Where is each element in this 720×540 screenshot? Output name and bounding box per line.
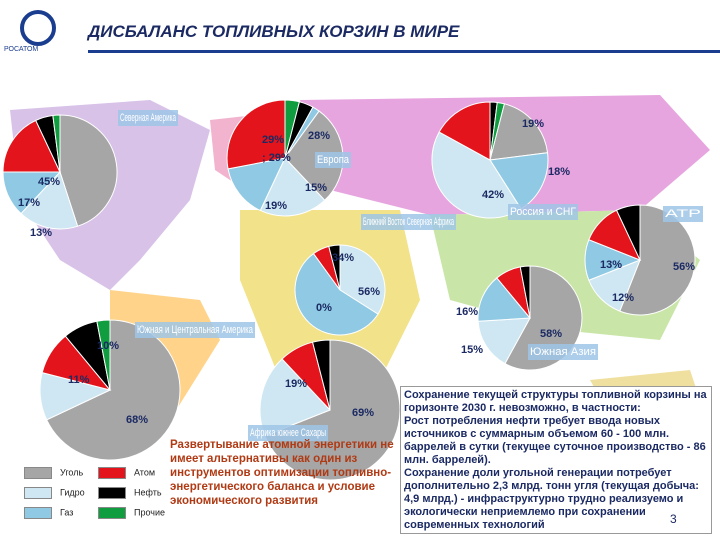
- region-name: Европа: [317, 154, 350, 166]
- paragraph: Сохранение текущей структуры топливной к…: [404, 389, 707, 414]
- pie-slice: [226, 99, 286, 170]
- pie-label: 11%: [68, 374, 90, 386]
- region-name-box: [315, 152, 351, 168]
- pie-label: 15%: [461, 344, 483, 356]
- region-name-box: [361, 214, 456, 230]
- legend-item: Нефть: [98, 487, 162, 499]
- region-name: Южная и Центральная Америка: [137, 324, 254, 336]
- pie-label: 19%: [522, 118, 544, 130]
- pie-label: 19%: [285, 378, 307, 390]
- region-name-box: [248, 425, 328, 441]
- pie-label: 42%: [482, 189, 504, 201]
- pie-label: 12%: [612, 292, 634, 304]
- legend-item: Уголь: [24, 467, 83, 479]
- legend-swatch: [98, 487, 126, 499]
- pie-label: 34%: [332, 252, 354, 264]
- pie-slice: [264, 339, 401, 481]
- pie-label: 19%: [265, 200, 287, 212]
- legend-item: Газ: [24, 507, 73, 519]
- pie-slice: [2, 119, 61, 173]
- pie-slice: [504, 265, 583, 371]
- paragraph: Сохранение доли угольной генерации потре…: [404, 467, 699, 531]
- pie-label: 17%: [18, 197, 40, 209]
- title-rule: [88, 50, 720, 53]
- pie-slice: [477, 317, 531, 365]
- page-number: 3: [670, 512, 677, 526]
- region-name: Африка южнее Сахары: [250, 427, 326, 439]
- region-name: Ближний Восток Северная Африка: [363, 216, 454, 228]
- pie-label: 58%: [540, 328, 562, 340]
- pie-label: 0%: [316, 302, 332, 314]
- pie-label: 13%: [30, 227, 52, 239]
- legend-label: Нефть: [134, 487, 162, 498]
- region-name-box: [663, 206, 703, 222]
- pie-slice: [20, 171, 79, 230]
- center-text: Развертывание атомной энергетики не имее…: [170, 439, 394, 507]
- region-name: Северная Америка: [120, 112, 176, 124]
- pie-label: 28%: [308, 130, 330, 142]
- legend-label: Уголь: [60, 467, 84, 478]
- pie-slice: [615, 204, 641, 261]
- pie-label: 68%: [126, 414, 148, 426]
- region-name-box: [118, 110, 178, 126]
- pie-label: 10%: [97, 340, 119, 352]
- pie-slice: [431, 131, 522, 219]
- legend-label: Гидро: [60, 487, 85, 498]
- region-name-box: [528, 344, 598, 360]
- pie-slice: [259, 157, 326, 217]
- legend-swatch: [98, 507, 126, 519]
- paragraph: Рост потребления нефти требует ввода нов…: [404, 415, 706, 466]
- pie-label: 29%: [262, 134, 284, 146]
- pie-label: 16%: [456, 306, 478, 318]
- pie-slice: [489, 103, 549, 161]
- logo: РОСАТОМ: [4, 46, 39, 53]
- pie-label: 18%: [548, 166, 570, 178]
- legend-item: Атом: [98, 467, 155, 479]
- pie-slice: [59, 114, 118, 227]
- pie-label: 15%: [305, 182, 327, 194]
- right-text: Сохранение текущей структуры топливной к…: [400, 386, 712, 534]
- pie-label: 13%: [600, 259, 622, 271]
- legend-swatch: [24, 467, 52, 479]
- pie-slice: [519, 265, 531, 319]
- legend-label: Атом: [134, 467, 156, 478]
- pie-label: 56%: [358, 286, 380, 298]
- legend-label: Прочие: [134, 507, 166, 518]
- region-name: АТР: [665, 208, 701, 220]
- legend-item: Прочие: [98, 507, 165, 519]
- pie-label: 69%: [352, 407, 374, 419]
- pie-slice: [52, 114, 61, 173]
- pie-slice: [227, 157, 286, 212]
- legend-item: Гидро: [24, 487, 85, 499]
- legend-swatch: [24, 487, 52, 499]
- pie-slice: [477, 277, 532, 322]
- pie-slice: [294, 252, 379, 336]
- legend-swatch: [24, 507, 52, 519]
- title: ДИСБАЛАНС ТОПЛИВНЫХ КОРЗИН В МИРЕ: [88, 22, 460, 41]
- region-name: Южная Азия: [530, 346, 596, 358]
- pie-label: 45%: [38, 176, 60, 188]
- legend-label: Газ: [60, 507, 74, 518]
- pie-slice: [311, 339, 331, 411]
- logo-mark: [20, 10, 56, 46]
- pie-label: 56%: [673, 261, 695, 273]
- region-name-box: [508, 204, 578, 220]
- legend-swatch: [98, 467, 126, 479]
- pie-slice: [438, 101, 491, 161]
- pie-label: ; 29%: [262, 152, 291, 164]
- region-name: Россия и СНГ: [510, 206, 576, 218]
- pie-slice: [96, 319, 111, 391]
- region-name-box: [135, 322, 255, 338]
- pie-slice: [328, 244, 341, 291]
